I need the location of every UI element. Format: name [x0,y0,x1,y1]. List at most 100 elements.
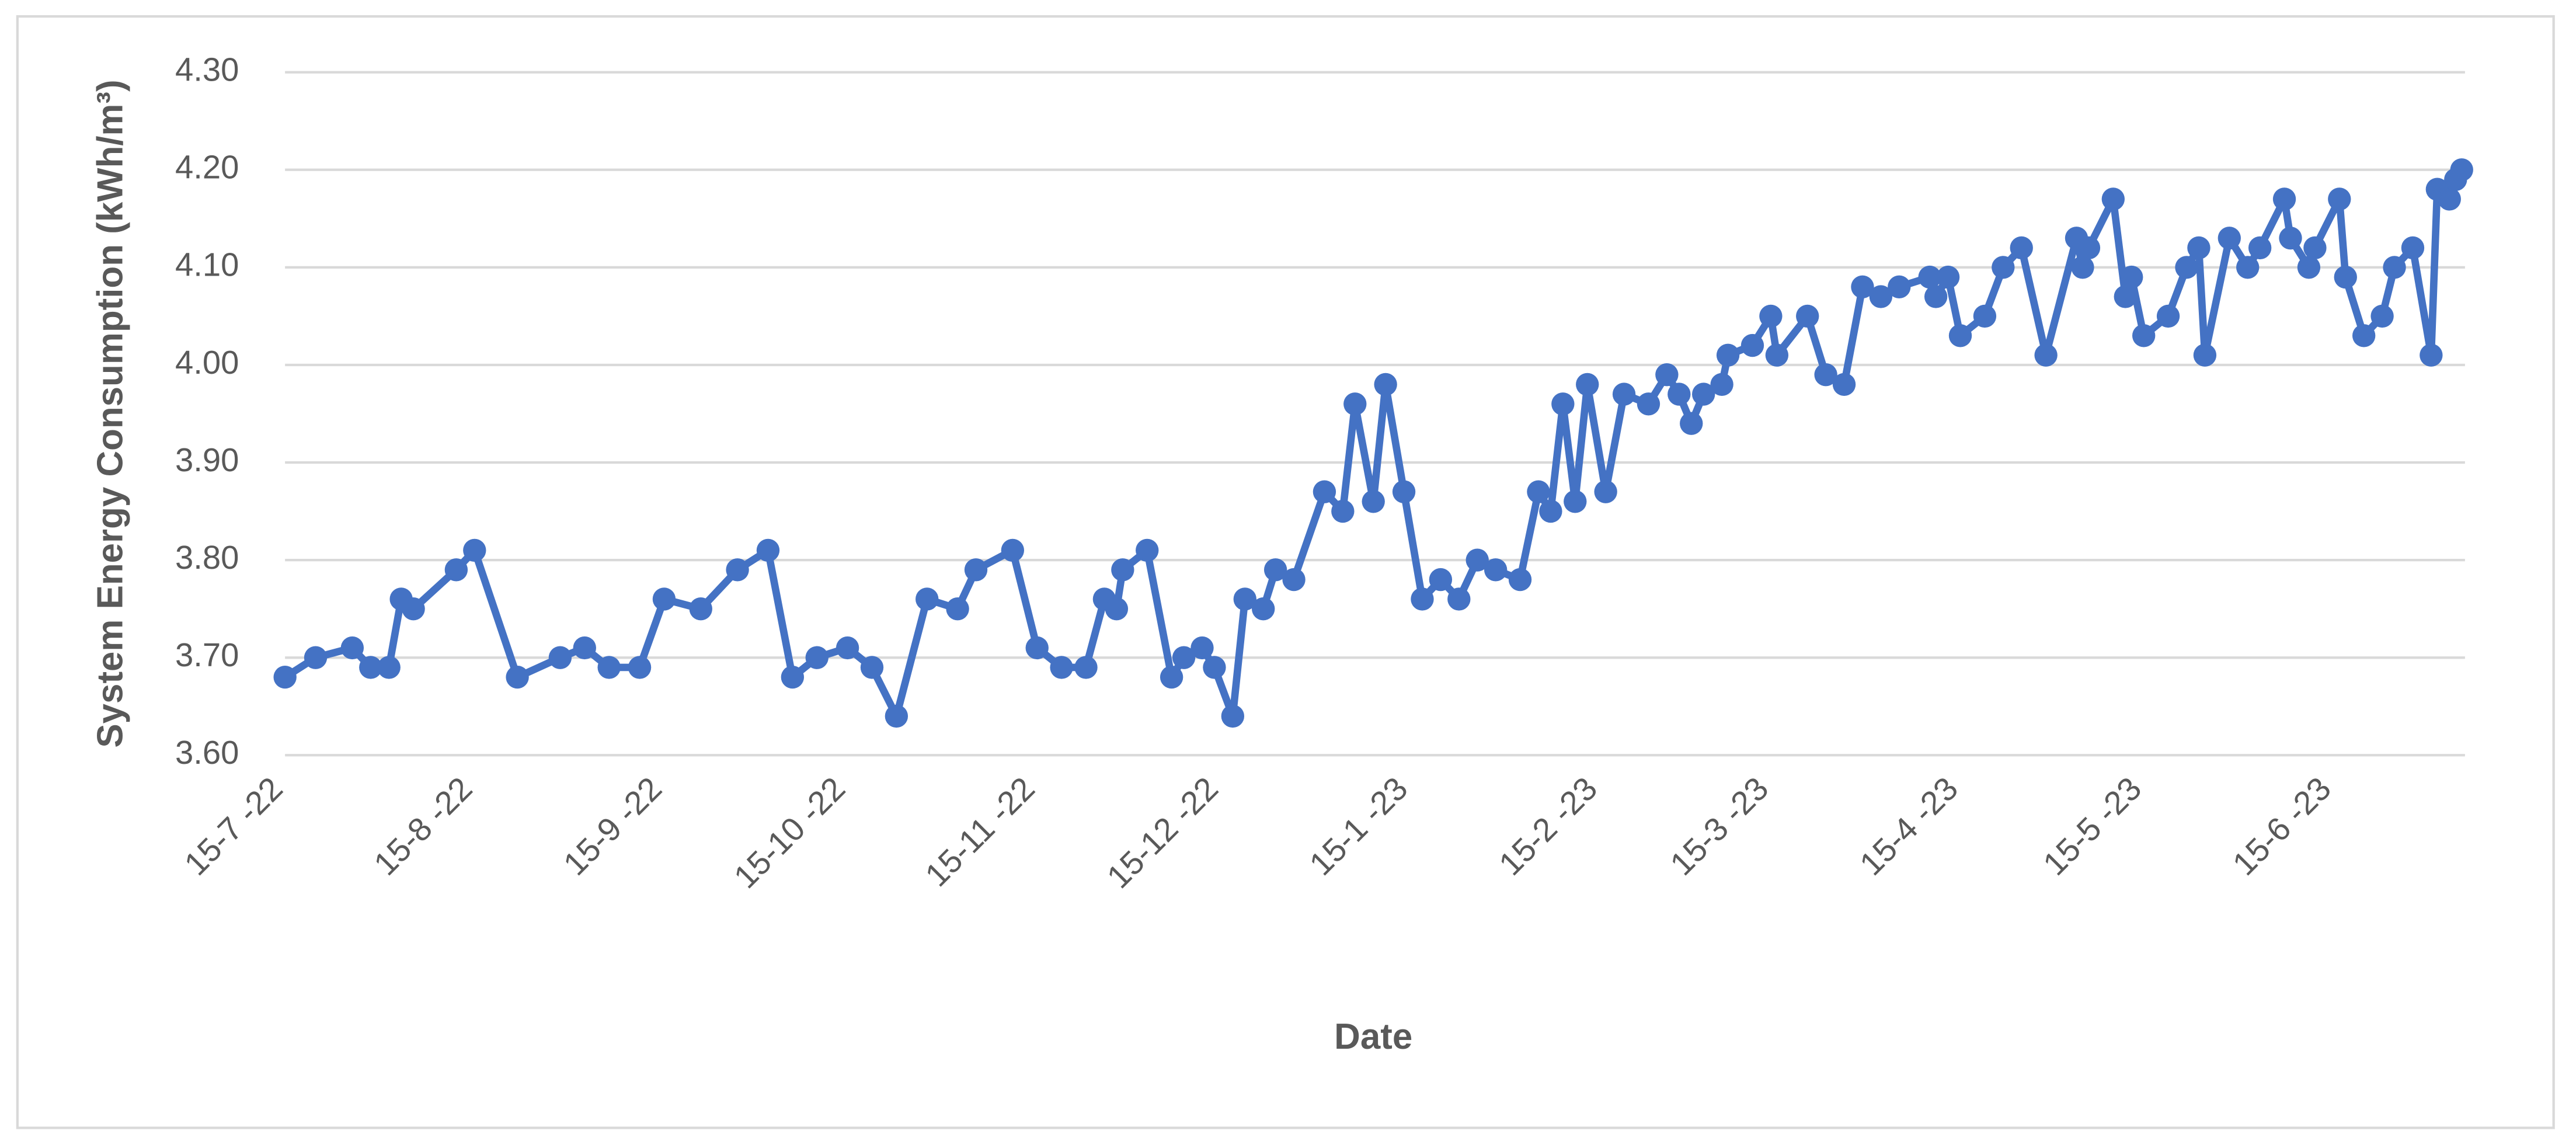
data-point [1973,304,1997,328]
data-point [1680,412,1703,435]
data-point [1888,275,1911,298]
data-point [1343,392,1367,416]
data-point [1465,548,1489,572]
y-tick-label: 3.70 [175,636,239,673]
data-point [444,558,468,582]
data-point [2383,256,2406,279]
data-point [1564,490,1587,513]
data-point [1710,373,1733,396]
data-point [1716,343,1740,367]
data-point [726,558,749,582]
data-point [836,636,859,660]
data-point [1447,587,1471,611]
data-point [1668,382,1691,406]
data-point [2370,304,2394,328]
data-point [1612,382,1636,406]
y-tick-label: 4.10 [175,246,239,283]
data-point [273,665,297,689]
y-tick-label: 4.30 [175,51,239,88]
data-point [1374,373,1397,396]
data-point [1948,324,1972,347]
data-point [2132,324,2156,347]
data-point [2248,236,2272,260]
data-point [340,636,364,660]
data-point [1331,499,1355,523]
data-point [1001,538,1025,562]
y-tick-label: 4.00 [175,344,239,381]
data-point [1924,285,1948,308]
data-point [1111,558,1134,582]
data-point [2175,256,2198,279]
data-point [946,597,969,621]
data-point [2297,256,2321,279]
data-point [2334,265,2357,289]
data-point [1429,568,1453,592]
data-point [1918,265,1941,289]
data-point [964,558,988,582]
data-point [1172,646,1196,669]
data-point [2077,236,2101,260]
data-point [2236,256,2260,279]
data-point [1576,373,1599,396]
data-point [2272,187,2296,211]
data-point [2120,265,2143,289]
y-tick-label: 3.90 [175,441,239,478]
data-point [2034,343,2058,367]
data-point [1362,490,1385,513]
data-point [1484,558,1508,582]
data-point [1025,636,1049,660]
data-point [1252,597,1275,621]
y-tick-label: 3.80 [175,539,239,576]
data-point [2401,236,2425,260]
data-point [2218,227,2241,250]
data-point [1637,392,1661,416]
data-point [1527,480,1550,503]
data-point [1136,538,1159,562]
data-point [402,597,425,621]
data-point [573,636,596,660]
data-point [304,646,328,669]
data-point [2450,158,2473,182]
data-point [1392,480,1416,503]
data-point [1740,333,1764,357]
y-tick-label: 4.20 [175,149,239,186]
data-point [1105,597,1129,621]
data-point [1160,665,1183,689]
data-point [756,538,780,562]
data-point [1313,480,1336,503]
data-point [2438,187,2461,211]
data-point [2071,256,2094,279]
data-point [1203,656,1226,679]
data-point [1263,558,1287,582]
y-axis-title: System Energy Consumption (kWh/m³) [90,79,130,747]
data-point [2328,187,2351,211]
data-point [548,646,572,669]
data-point [1992,256,2015,279]
data-point [781,665,805,689]
data-point [1594,480,1617,503]
data-point [359,656,382,679]
data-point [1074,656,1098,679]
data-point [915,587,939,611]
data-point [1551,392,1575,416]
data-point [2352,324,2376,347]
data-point [652,587,676,611]
data-point [885,704,908,728]
data-point [1832,373,1856,396]
data-point [463,538,486,562]
data-point [2193,343,2217,367]
data-point [2420,343,2443,367]
x-axis-title: Date [1334,1017,1412,1057]
data-point [689,597,712,621]
data-point [1190,636,1214,660]
data-point [2114,285,2137,308]
data-point [377,656,401,679]
data-point [1233,587,1256,611]
data-point [1851,275,1874,298]
data-point [1508,568,1532,592]
data-point [1411,587,1434,611]
data-point [860,656,884,679]
data-point [2101,187,2125,211]
y-tick-label: 3.60 [175,734,239,771]
